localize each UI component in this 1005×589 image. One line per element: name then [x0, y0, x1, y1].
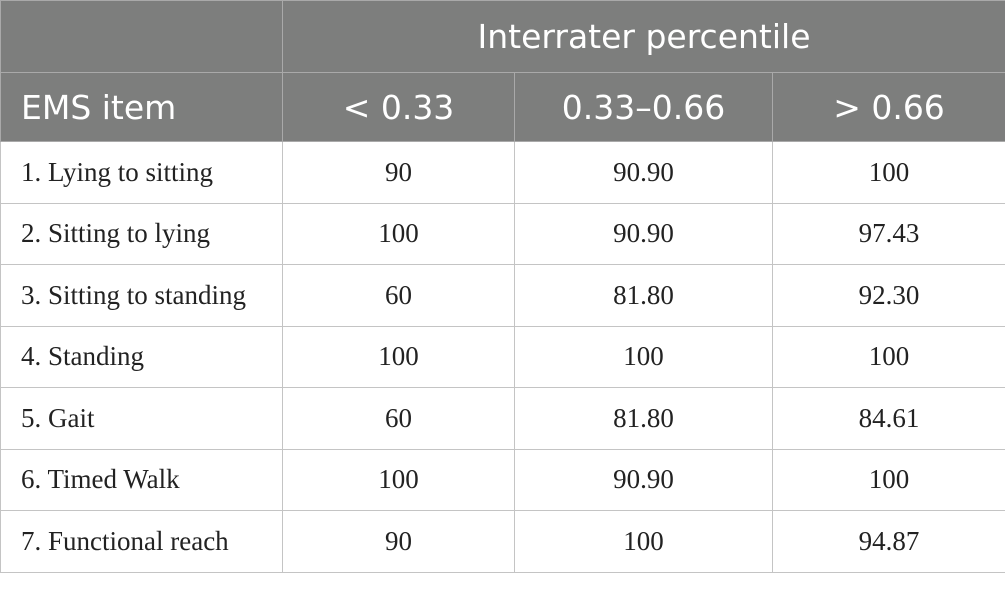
row-label: 7. Functional reach [0, 510, 283, 573]
row-label: 1. Lying to sitting [0, 141, 283, 204]
table-cell: 100 [771, 141, 1005, 204]
table-cell: 60 [282, 264, 515, 327]
table-cell: 81.80 [514, 264, 773, 327]
header-row: Interrater percentile [0, 0, 1005, 73]
column-header: EMS item [0, 72, 283, 142]
table-row: 2. Sitting to lying 100 90.90 97.43 [0, 202, 1005, 265]
table-cell: 92.30 [771, 264, 1005, 327]
table-cell: 94.87 [771, 510, 1005, 573]
table-cell: 100 [282, 448, 515, 511]
row-label: 3. Sitting to standing [0, 264, 283, 327]
table-cell: 100 [771, 325, 1005, 388]
table-cell: 60 [282, 387, 515, 450]
table-row: 6. Timed Walk 100 90.90 100 [0, 448, 1005, 511]
table-cell: 90.90 [514, 448, 773, 511]
row-label: 2. Sitting to lying [0, 202, 283, 265]
table-cell: 90 [282, 141, 515, 204]
table-row: 1. Lying to sitting 90 90.90 100 [0, 141, 1005, 204]
table-cell: 100 [514, 510, 773, 573]
table-cell: 100 [771, 448, 1005, 511]
column-header: < 0.33 [282, 72, 515, 142]
column-header: > 0.66 [771, 72, 1005, 142]
row-label: 5. Gait [0, 387, 283, 450]
row-label: 6. Timed Walk [0, 448, 283, 511]
header-cell [0, 0, 283, 73]
table-cell: 97.43 [771, 202, 1005, 265]
table-cell: 100 [514, 325, 773, 388]
data-table: Interrater percentile EMS item < 0.33 0.33… [0, 0, 1005, 573]
table-row: 7. Functional reach 90 100 94.87 [0, 510, 1005, 573]
table-cell: 84.61 [771, 387, 1005, 450]
table-header: Interrater percentile EMS item < 0.33 0.33… [0, 0, 1005, 142]
table-cell: 81.80 [514, 387, 773, 450]
table-cell: 90.90 [514, 141, 773, 204]
table-row: 4. Standing 100 100 100 [0, 325, 1005, 388]
row-label: 4. Standing [0, 325, 283, 388]
header-row: EMS item < 0.33 0.33–0.66 > 0.66 [0, 72, 1005, 142]
table-row: 3. Sitting to standing 60 81.80 92.30 [0, 264, 1005, 327]
table-body: 1. Lying to sitting 90 90.90 100 2. Sitting … [0, 141, 1005, 573]
table-cell: 90.90 [514, 202, 773, 265]
table-cell: 100 [282, 325, 515, 388]
table-cell: 90 [282, 510, 515, 573]
table-cell: 100 [282, 202, 515, 265]
table-row: 5. Gait 60 81.80 84.61 [0, 387, 1005, 450]
group-header: Interrater percentile [281, 0, 1005, 73]
column-header: 0.33–0.66 [514, 72, 773, 142]
